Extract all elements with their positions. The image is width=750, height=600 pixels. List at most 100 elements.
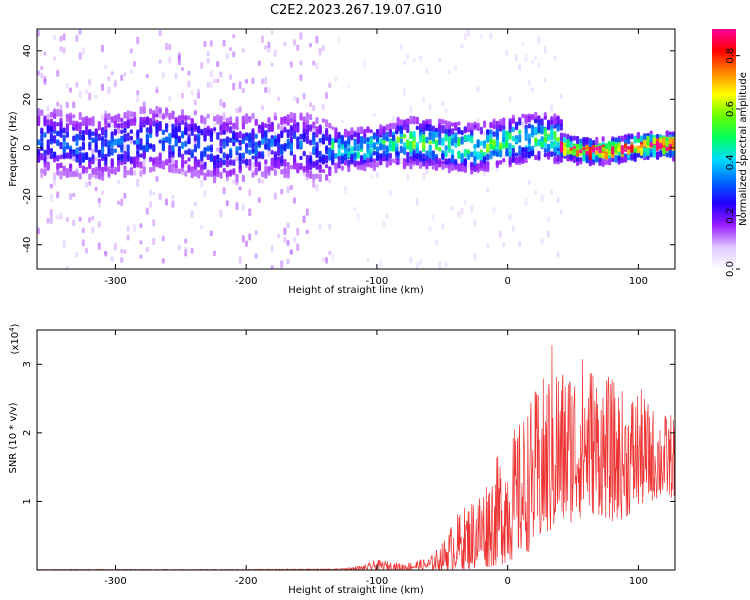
spectrogram-cell: [65, 123, 69, 132]
spectrogram-cell: [72, 219, 76, 227]
spectrogram-cell: [665, 140, 669, 147]
spectrogram-cell: [388, 158, 392, 166]
spectrogram-cell: [270, 29, 274, 35]
spectrogram-cell: [261, 35, 264, 44]
spectrogram-cell: [238, 186, 242, 191]
spectrogram-cell: [579, 143, 583, 150]
spectrogram-cell: [152, 144, 156, 152]
spectrogram-cell: [553, 146, 557, 151]
spectrogram-cell: [425, 169, 429, 175]
spectrogram-cell: [321, 257, 325, 262]
spectrogram-cell: [126, 123, 130, 129]
spectrogram-cell: [62, 145, 66, 153]
spectrogram-cell: [225, 52, 229, 60]
spectrogram-cell: [193, 201, 197, 207]
spectrogram-cell: [101, 44, 104, 53]
spectrogram-cell: [104, 164, 108, 172]
spectrogram-cell: [117, 113, 121, 120]
spectrogram-cell: [177, 58, 181, 66]
spectrogram-cell: [321, 169, 325, 174]
spectrogram-cell: [91, 154, 95, 159]
spectrogram-cell: [369, 161, 373, 169]
spectrogram-cell: [296, 127, 300, 133]
spectrogram-cell: [235, 150, 239, 156]
spectrogram-cell: [425, 123, 429, 128]
spectrogram-cell: [662, 138, 666, 146]
spectrogram-cell: [40, 168, 44, 174]
spectrogram-cell: [213, 161, 217, 169]
spectrogram-cell: [257, 177, 261, 184]
spectrogram-cell: [40, 72, 44, 79]
spectrogram-cell: [315, 35, 319, 44]
spectrogram-cell: [190, 152, 194, 157]
spectrogram-cell: [273, 115, 277, 121]
spectrogram-cell: [415, 141, 419, 149]
spectrogram-cell: [222, 112, 226, 121]
spectrogram-cell: [343, 153, 348, 162]
spectrogram-cell: [305, 135, 309, 145]
spectrogram-cell: [56, 214, 60, 220]
spectrogram-cell: [359, 136, 364, 145]
spectrogram-cell: [460, 207, 464, 215]
spectrogram-cell: [418, 135, 423, 143]
spectrogram-cell: [325, 174, 329, 181]
spectrogram-cell: [366, 157, 370, 164]
spectrogram-cell: [110, 131, 114, 139]
spectrogram-cell: [508, 142, 512, 150]
snr-panel: -300 -200 -100 0 100 1 2 3 Height of straight …: [8, 323, 676, 596]
spectrogram-cell: [502, 136, 506, 143]
spectrogram-cell: [101, 146, 105, 154]
spectrogram-cell: [318, 164, 322, 174]
spectrogram-cell: [569, 154, 573, 160]
spectrogram-cell: [65, 265, 69, 269]
spectrogram-cell: [412, 141, 416, 150]
spectrogram-cell: [283, 236, 287, 244]
spectrogram-cell: [363, 131, 367, 138]
spectrogram-cell: [379, 260, 383, 268]
spectrogram-cell: [476, 85, 480, 93]
spectrogram-cell: [402, 88, 406, 96]
spectrogram-cell: [633, 153, 637, 162]
spectrogram-cell: [241, 203, 245, 211]
spectrogram-cell: [601, 136, 605, 142]
spectrogram-cell: [136, 129, 140, 137]
spectrogram-cell: [136, 144, 140, 151]
spectrogram-cell: [379, 143, 383, 151]
spectrogram-cell: [299, 133, 303, 140]
spectrogram-cell: [293, 95, 296, 102]
spectrogram-cell: [566, 138, 570, 148]
spectrogram-cell: [245, 158, 249, 166]
spectrogram-cell: [59, 212, 63, 220]
spectrogram-x-tick-label: -200: [235, 276, 258, 287]
spectrogram-cell: [133, 117, 137, 123]
spectrogram-cell: [232, 133, 236, 140]
spectrogram-cell: [40, 134, 44, 141]
spectrogram-cell: [466, 162, 470, 169]
spectrogram-cell: [229, 120, 233, 126]
spectrogram-cell: [486, 243, 490, 248]
spectrogram-cell: [309, 139, 313, 146]
spectrogram-cell: [145, 73, 149, 79]
spectrogram-cell: [406, 173, 410, 182]
spectrogram-cell: [595, 146, 599, 151]
spectrogram-cell: [56, 162, 60, 170]
spectrogram-cell: [495, 143, 499, 152]
spectrogram-cell: [363, 60, 367, 68]
spectrogram-cell: [126, 110, 130, 117]
spectrogram-cell: [318, 173, 322, 182]
spectrogram-cell: [72, 126, 76, 131]
spectrogram-cell: [530, 145, 535, 151]
spectrogram-cell: [158, 139, 162, 144]
spectrogram-cell: [81, 239, 85, 247]
spectrogram-cell: [181, 109, 185, 117]
spectrogram-cell: [222, 159, 226, 166]
spectrogram-cell: [283, 169, 287, 179]
spectrogram-cell: [382, 125, 386, 134]
spectrogram-cell: [466, 123, 471, 131]
spectrogram-cell: [46, 125, 50, 131]
spectrogram-cell: [343, 160, 348, 166]
spectrogram-cell: [563, 133, 567, 138]
spectrogram-cell: [447, 147, 451, 153]
spectrogram-cell: [305, 229, 309, 235]
spectrogram-cell: [123, 72, 127, 77]
